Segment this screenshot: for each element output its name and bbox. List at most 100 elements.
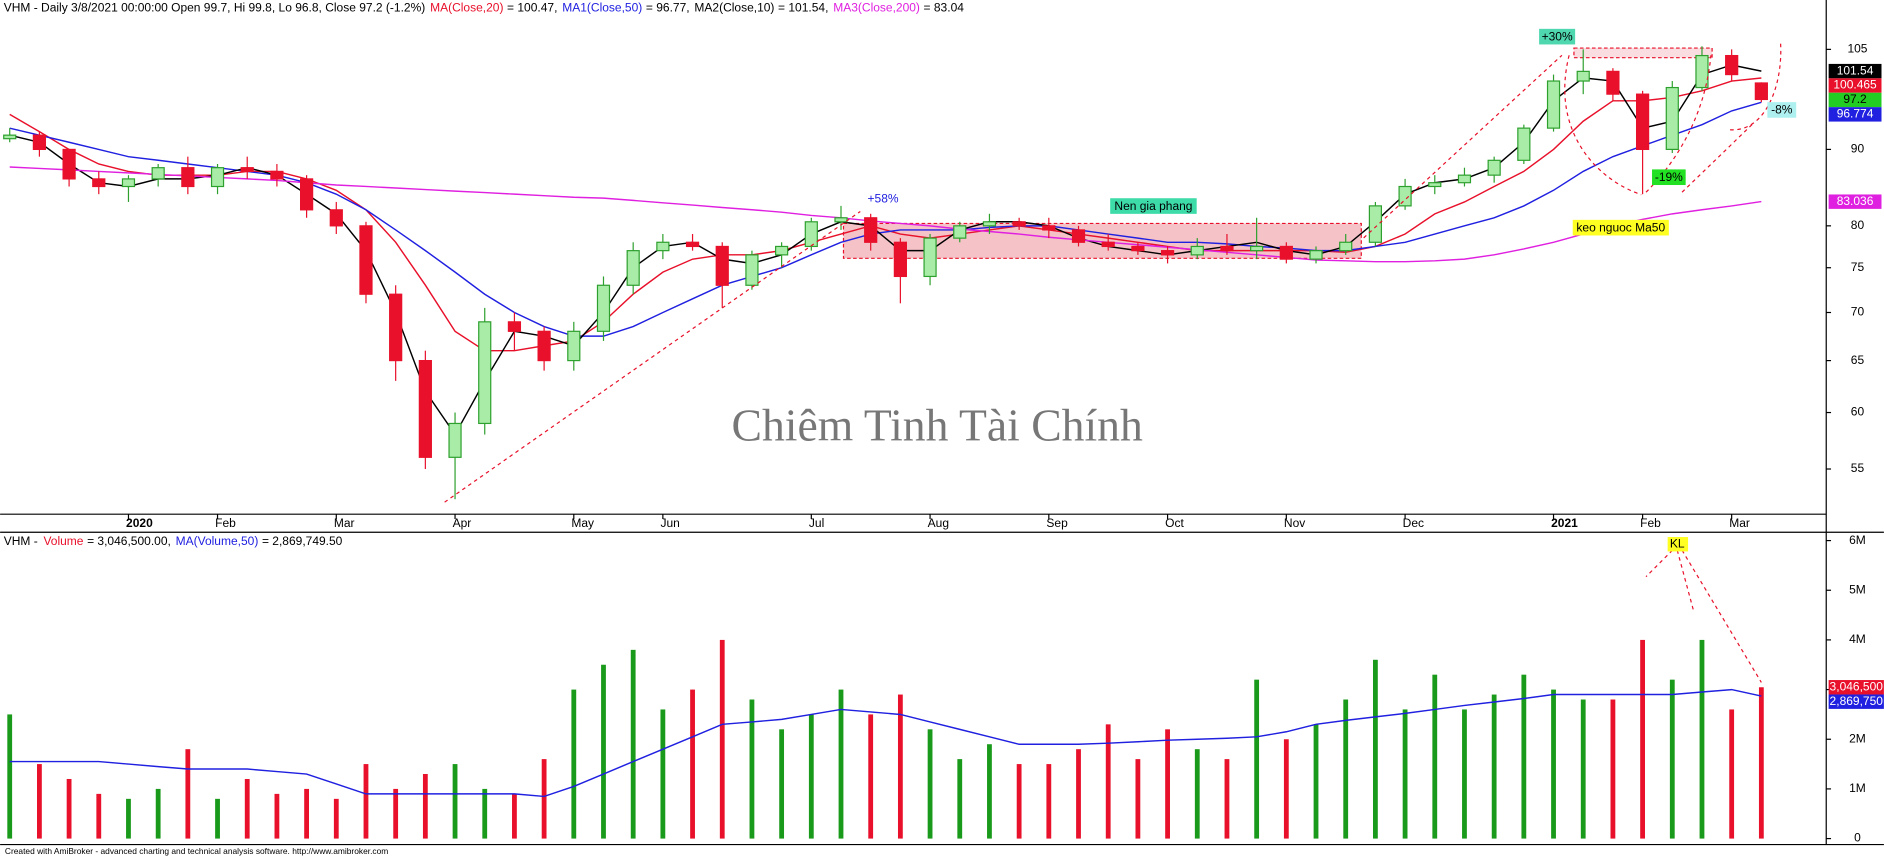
legend-entry: MA2(Close,10) — [694, 1, 774, 15]
volume-bar — [363, 764, 369, 839]
arrow — [1645, 549, 1673, 578]
candle-body — [1160, 250, 1175, 256]
legend-entry: MA(Volume,50) — [176, 534, 259, 548]
candle-body — [864, 217, 878, 243]
volume-bar — [987, 744, 992, 839]
volume-bar — [1135, 759, 1141, 839]
arrow — [1676, 550, 1695, 613]
candle-body — [1754, 82, 1768, 101]
x-tick-label: Feb — [1640, 516, 1661, 530]
volume-bar — [660, 709, 666, 839]
candle-body — [1457, 174, 1472, 184]
y-tick-label: 1M — [1849, 781, 1866, 795]
volume-bar — [927, 729, 933, 839]
volume-bar — [126, 798, 131, 839]
volume-bar — [1758, 687, 1764, 839]
candle-body — [715, 245, 729, 286]
candle-body — [1606, 70, 1620, 95]
candle-body — [1487, 159, 1501, 176]
x-tick-label: Oct — [1165, 516, 1184, 530]
candle-body — [1339, 241, 1353, 252]
candle-body — [1428, 182, 1442, 188]
annotation: +58% — [868, 192, 899, 206]
x-tick-label: Feb — [215, 516, 236, 530]
candle-body — [389, 293, 403, 362]
volume-bar — [1669, 679, 1675, 839]
legend-entry: MA3(Close,200) — [833, 1, 920, 15]
y-tick-label: 90 — [1851, 142, 1865, 156]
candle-body — [1576, 70, 1590, 82]
volume-bar — [1462, 709, 1467, 839]
volume-bar — [185, 749, 191, 839]
annotation-box — [1667, 537, 1689, 552]
candle-body — [1635, 93, 1650, 151]
volume-bar — [155, 788, 161, 839]
x-tick-label: Mar — [1729, 516, 1750, 530]
candle-body — [893, 241, 907, 278]
arrow — [1681, 122, 1755, 193]
candle-body — [596, 284, 611, 332]
annotation: Nen gia phang — [1114, 199, 1192, 213]
ma-line — [9, 77, 1762, 352]
annotation-box — [1539, 28, 1576, 45]
annotation: +30% — [1542, 29, 1573, 43]
volume-bar — [719, 639, 725, 839]
annotation-box — [1572, 219, 1669, 236]
candle-body — [1071, 229, 1086, 243]
candle-body — [656, 241, 670, 252]
y-tick-label: 60 — [1851, 405, 1865, 419]
arrow — [1564, 55, 1642, 196]
volume-bar — [333, 798, 339, 839]
candle-body — [181, 167, 195, 188]
candle-body — [1131, 245, 1145, 252]
volume-marker — [1828, 680, 1884, 695]
candle-body — [1250, 245, 1264, 252]
volume-bar — [1699, 639, 1705, 839]
volume-bar — [690, 689, 695, 839]
y-tick-label: 75 — [1851, 260, 1865, 274]
y-tick-label: 0 — [1854, 831, 1861, 845]
legend-title: VHM - — [4, 534, 41, 548]
legend-value: = 3,046,500.00, — [87, 534, 171, 548]
volume-bar — [215, 798, 220, 839]
annotation: -8% — [1771, 103, 1793, 117]
candle-body — [299, 178, 314, 211]
x-tick-label: Jun — [660, 516, 679, 530]
volume-bar — [541, 759, 547, 839]
x-tick-label: Mar — [334, 516, 355, 530]
legend-value: = 100.47, — [507, 1, 557, 15]
volume-bar — [1046, 764, 1052, 839]
volume-bar — [1224, 759, 1230, 839]
volume-bar — [779, 729, 785, 839]
volume-bar — [37, 764, 42, 839]
candle-body — [1665, 86, 1679, 151]
candle-body — [121, 178, 136, 188]
y-tick-label: 2M — [1849, 731, 1866, 745]
top-zone — [1573, 47, 1713, 59]
annotation-box — [1652, 169, 1686, 186]
y-tick-label: 5M — [1849, 582, 1866, 596]
candle-body — [240, 167, 254, 173]
candle-body — [1695, 54, 1709, 89]
volume-bar — [630, 649, 636, 839]
volume-bar — [1105, 724, 1111, 839]
y-tick-label: 55 — [1851, 461, 1865, 475]
x-tick-label: Jul — [809, 516, 824, 530]
candle-body — [1101, 241, 1115, 248]
volume-bar — [571, 689, 577, 839]
volume-bar — [897, 694, 903, 839]
volume-bar — [1580, 699, 1586, 839]
volume-bar — [1402, 709, 1408, 839]
legend-entry: Volume — [43, 534, 83, 548]
volume-bar — [1491, 694, 1497, 839]
volume-marker-label: 3,046,500 — [1830, 679, 1884, 693]
candle-body — [329, 209, 343, 227]
x-tick-label: Dec — [1403, 516, 1424, 530]
y-tick-label: 6M — [1849, 533, 1866, 547]
legend-value: = 83.04 — [924, 1, 965, 15]
volume-bar — [749, 699, 755, 839]
candle-body — [982, 221, 997, 227]
candle-body — [418, 359, 432, 458]
candle-body — [1042, 225, 1056, 231]
